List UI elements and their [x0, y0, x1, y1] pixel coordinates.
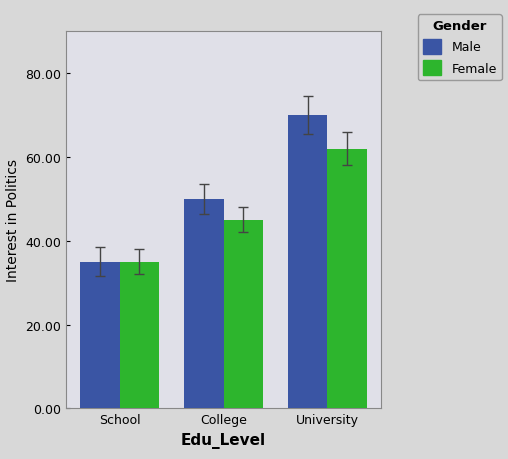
Bar	[120, 262, 159, 409]
X-axis label: Edu_Level: Edu_Level	[181, 432, 266, 448]
Bar	[288, 116, 327, 409]
Bar	[327, 149, 367, 409]
Legend: Male, Female: Male, Female	[418, 16, 502, 81]
Bar	[80, 262, 120, 409]
Y-axis label: Interest in Politics: Interest in Politics	[6, 159, 20, 282]
Bar	[184, 199, 224, 409]
Bar	[224, 220, 263, 409]
